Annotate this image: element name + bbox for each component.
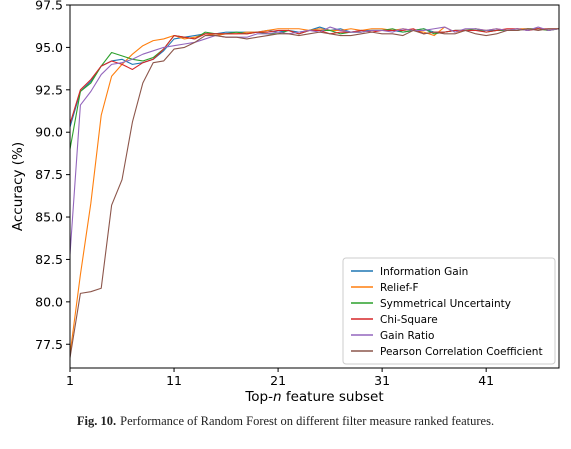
legend-label: Gain Ratio xyxy=(380,330,434,342)
x-tick-label: 1 xyxy=(66,373,74,388)
caption-label: Fig. 10. xyxy=(77,414,116,428)
x-axis-label: Top-n feature subset xyxy=(244,389,383,405)
x-tick-label: 21 xyxy=(270,373,286,388)
y-tick-label: 90.0 xyxy=(35,125,63,140)
y-tick-label: 97.5 xyxy=(35,0,63,13)
x-tick-label: 31 xyxy=(374,373,390,388)
x-tick-label: 11 xyxy=(166,373,182,388)
y-axis-label: Accuracy (%) xyxy=(10,142,26,231)
legend: Information Gain Relief-F Symmetrical Unce… xyxy=(343,258,555,364)
legend-label: Relief-F xyxy=(380,282,419,294)
x-tick-label: 41 xyxy=(478,373,494,388)
y-tick-label: 85.0 xyxy=(35,210,63,225)
y-tick-label: 77.5 xyxy=(35,337,63,352)
legend-label: Symmetrical Uncertainty xyxy=(380,298,511,310)
x-axis-ticks: 1 11 21 31 41 xyxy=(66,368,494,388)
y-tick-label: 80.0 xyxy=(35,294,63,309)
chart-svg: 1 11 21 31 41 77.580.082.585.087.590.092.595… xyxy=(0,0,571,410)
y-tick-label: 92.5 xyxy=(35,82,63,97)
legend-label: Chi-Square xyxy=(380,314,438,326)
y-tick-label: 82.5 xyxy=(35,252,63,267)
y-axis-ticks: 77.5 80.0 82.5 85.0 87.5 90.0 92.5 95.0 97.5 xyxy=(35,0,70,352)
chart-figure: 1 11 21 31 41 77.5 80.0 82.5 85.0 87.5 90.0 92.5 95… xyxy=(0,0,571,410)
y-tick-label: 87.5 xyxy=(35,167,63,182)
legend-label: Information Gain xyxy=(380,266,468,278)
figure-caption: Fig. 10. Performance of Random Forest on … xyxy=(0,414,571,429)
caption-text: Performance of Random Forest on differen… xyxy=(120,414,494,428)
y-tick-label: 95.0 xyxy=(35,40,63,55)
legend-label: Pearson Correlation Coefficient xyxy=(380,346,543,358)
